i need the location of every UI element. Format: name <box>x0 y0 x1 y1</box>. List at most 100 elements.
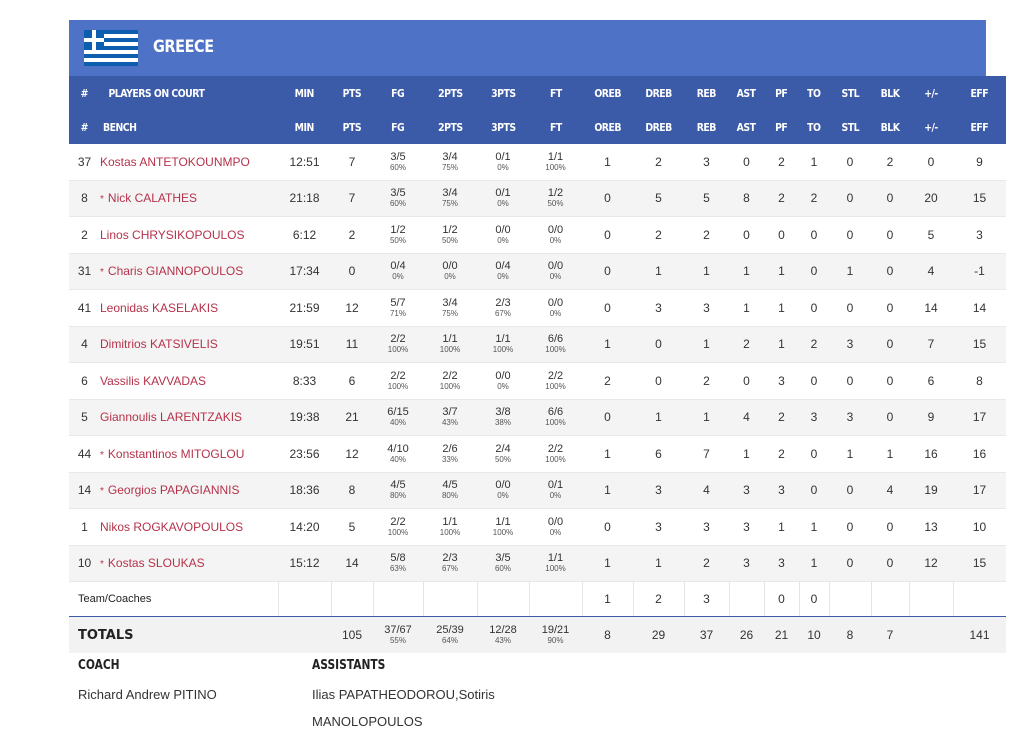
stat-oreb: 0 <box>582 253 633 290</box>
stat-p2: 2/2 100% <box>423 362 477 400</box>
player-name-link[interactable]: Kostas ANTETOKOUNMPO <box>100 144 278 181</box>
stat-stl: 0 <box>829 472 871 509</box>
stat-eff: 17 <box>953 399 1006 436</box>
stat-pts: 6 <box>331 362 373 400</box>
stat-ft: 2/2 100% <box>529 362 582 400</box>
stat-num: 2 <box>69 216 100 254</box>
team-reb: 3 <box>684 581 730 617</box>
player-name-link[interactable]: Linos CHRYSIKOPOULOS <box>100 216 278 254</box>
table-row: 1 Nikos ROGKAVOPOULOS 14:20 5 2/2 100% 1/1 100%… <box>69 508 1006 546</box>
totals-eff: 141 <box>953 616 1006 653</box>
stat-oreb: 0 <box>582 289 633 327</box>
stat-oreb: 0 <box>582 180 633 217</box>
stat-pts: 8 <box>331 472 373 509</box>
stat-ft: 0/0 0% <box>529 289 582 327</box>
player-name-link[interactable]: Giannoulis LARENTZAKIS <box>100 399 278 436</box>
stat-reb: 1 <box>684 399 729 436</box>
team-dreb: 2 <box>633 581 685 617</box>
stat-ast: 0 <box>729 362 764 400</box>
stat-p3: 1/1 100% <box>477 326 529 363</box>
table-row: 10 * Kostas SLOUKAS 15:12 14 5/8 63% 2/3 67% 3/5 6… <box>69 545 1006 582</box>
stat-reb: 3 <box>684 508 729 546</box>
column-header: 2PTS <box>423 76 477 110</box>
assistant-names-line2: MANOLOPOULOS <box>312 714 423 729</box>
player-name-link[interactable]: Vassilis KAVVADAS <box>100 362 278 400</box>
stat-pf: 3 <box>764 545 799 582</box>
stat-stl: 0 <box>829 362 871 400</box>
team-name: GREECE <box>153 37 214 57</box>
stat-pf: 0 <box>764 216 799 254</box>
stat-pts: 0 <box>331 253 373 290</box>
player-name-link[interactable]: * Georgios PAPAGIANNIS <box>100 472 278 509</box>
stat-fg: 0/4 0% <box>373 253 423 290</box>
stat-p3: 0/0 0% <box>477 362 529 400</box>
stat-reb: 2 <box>684 216 729 254</box>
team-pf: 0 <box>764 581 800 617</box>
stat-oreb: 2 <box>582 362 633 400</box>
column-header: TO <box>799 76 829 110</box>
player-name-link[interactable]: * Charis GIANNOPOULOS <box>100 253 278 290</box>
player-rows: 37 Kostas ANTETOKOUNMPO 12:51 7 3/5 60% 3/4 75%… <box>69 144 1006 582</box>
stat-pm: 19 <box>909 472 953 509</box>
player-name-link[interactable]: * Konstantinos MITOGLOU <box>100 435 278 473</box>
stat-pm: 5 <box>909 216 953 254</box>
stat-ft: 1/2 50% <box>529 180 582 217</box>
totals-stl: 8 <box>829 616 871 653</box>
stat-eff: -1 <box>953 253 1006 290</box>
stat-p3: 0/0 0% <box>477 216 529 254</box>
stat-pf: 2 <box>764 435 799 473</box>
column-header: # <box>69 110 100 144</box>
stat-dreb: 1 <box>633 399 684 436</box>
totals-fg: 37/67 55% <box>373 616 423 653</box>
table-row: 2 Linos CHRYSIKOPOULOS 6:12 2 1/2 50% 1/2 50% 0/… <box>69 216 1006 254</box>
stat-fg: 3/5 60% <box>373 180 423 217</box>
stat-num: 10 <box>69 545 100 582</box>
totals-dreb: 29 <box>633 616 684 653</box>
header-row-bench: # BENCH MIN PTS FG 2PTS 3PTS FT OREB DREB REB AST PF… <box>69 110 1006 144</box>
stat-ft: 1/1 100% <box>529 545 582 582</box>
stat-blk: 0 <box>871 508 909 546</box>
stat-stl: 0 <box>829 545 871 582</box>
stat-min: 21:59 <box>278 289 331 327</box>
stat-ft: 6/6 100% <box>529 326 582 363</box>
stat-ast: 8 <box>729 180 764 217</box>
stat-eff: 8 <box>953 362 1006 400</box>
stat-pf: 1 <box>764 289 799 327</box>
stat-pm: 12 <box>909 545 953 582</box>
player-name-link[interactable]: Dimitrios KATSIVELIS <box>100 326 278 363</box>
stat-dreb: 5 <box>633 180 684 217</box>
player-name-link[interactable]: Leonidas KASELAKIS <box>100 289 278 327</box>
stat-p2: 1/1 100% <box>423 326 477 363</box>
stat-pts: 12 <box>331 435 373 473</box>
player-name-link[interactable]: * Kostas SLOUKAS <box>100 545 278 582</box>
stat-min: 6:12 <box>278 216 331 254</box>
stat-min: 23:56 <box>278 435 331 473</box>
column-header: STL <box>829 76 871 110</box>
column-header: AST <box>729 110 764 144</box>
stat-eff: 15 <box>953 545 1006 582</box>
table-row: 4 Dimitrios KATSIVELIS 19:51 11 2/2 100% 1/1 10… <box>69 326 1006 363</box>
stat-reb: 2 <box>684 362 729 400</box>
stat-pm: 13 <box>909 508 953 546</box>
stat-blk: 0 <box>871 362 909 400</box>
stat-blk: 0 <box>871 253 909 290</box>
table-row: 41 Leonidas KASELAKIS 21:59 12 5/7 71% 3/4 75% 2… <box>69 289 1006 327</box>
team-coaches-label: Team/Coaches <box>69 581 279 617</box>
player-name-link[interactable]: * Nick CALATHES <box>100 180 278 217</box>
stat-eff: 10 <box>953 508 1006 546</box>
stat-stl: 0 <box>829 508 871 546</box>
totals-ft: 19/21 90% <box>529 616 582 653</box>
stat-stl: 0 <box>829 216 871 254</box>
stat-pf: 1 <box>764 326 799 363</box>
column-header: EFF <box>953 110 1006 144</box>
stat-p2: 1/2 50% <box>423 216 477 254</box>
team-header: GREECE <box>69 20 986 76</box>
stat-reb: 3 <box>684 144 729 181</box>
stat-blk: 0 <box>871 399 909 436</box>
starter-marker: * <box>100 194 104 206</box>
stat-blk: 0 <box>871 180 909 217</box>
stat-fg: 4/10 40% <box>373 435 423 473</box>
player-name-link[interactable]: Nikos ROGKAVOPOULOS <box>100 508 278 546</box>
stat-eff: 3 <box>953 216 1006 254</box>
column-header: OREB <box>582 110 633 144</box>
